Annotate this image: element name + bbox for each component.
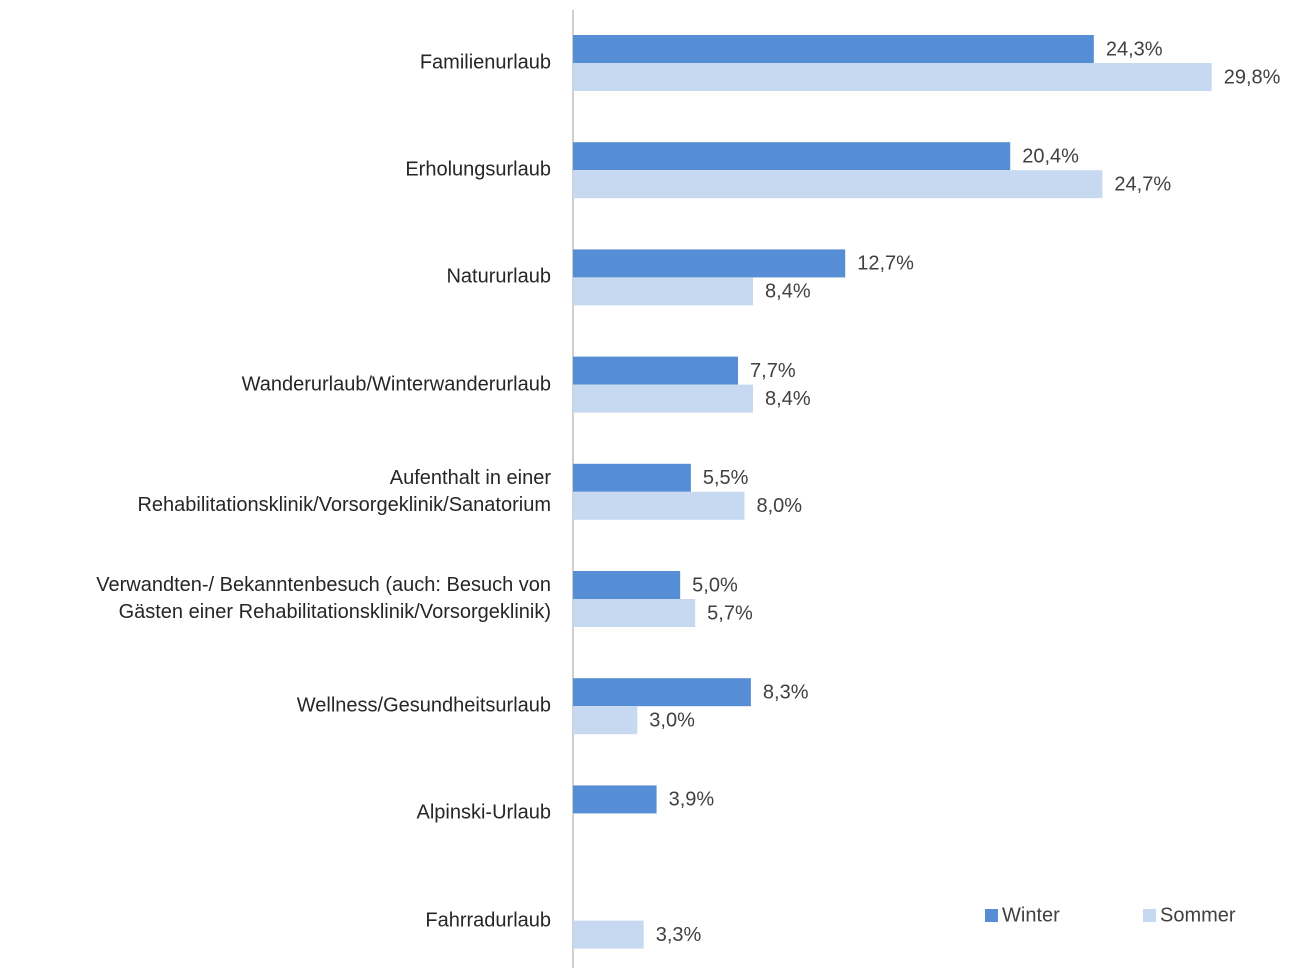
bar xyxy=(573,35,1094,63)
value-label: 7,7% xyxy=(750,360,796,382)
category-label: Verwandten-/ Bekanntenbesuch (auch: Besu… xyxy=(96,574,551,623)
category-label: Alpinski-Urlaub xyxy=(416,801,552,824)
value-label: 3,9% xyxy=(669,789,715,811)
value-label: 8,3% xyxy=(763,681,809,703)
category-label: Erholungsurlaub xyxy=(405,158,551,181)
bar xyxy=(573,384,754,413)
category-label: Aufenthalt in einer Rehabilitationsklini… xyxy=(137,466,551,516)
bar xyxy=(573,491,745,520)
value-label: 5,5% xyxy=(703,467,749,489)
value-label: 24,7% xyxy=(1114,173,1171,195)
bar xyxy=(573,678,751,707)
bar xyxy=(573,463,691,492)
bar xyxy=(573,920,644,949)
value-label: 12,7% xyxy=(857,253,914,275)
value-label: 8,4% xyxy=(765,388,811,410)
value-label: 3,0% xyxy=(649,709,695,731)
value-label: 29,8% xyxy=(1224,66,1281,88)
value-label: 5,0% xyxy=(692,574,738,596)
value-label: 5,7% xyxy=(707,602,753,624)
bar xyxy=(573,277,754,306)
value-label: 24,3% xyxy=(1106,38,1163,60)
bar xyxy=(573,249,846,278)
bar xyxy=(573,706,638,735)
bar xyxy=(573,356,739,385)
bar xyxy=(573,63,1212,91)
category-label: Natururlaub xyxy=(446,265,551,288)
value-label: 8,0% xyxy=(756,495,802,517)
bar xyxy=(573,599,696,627)
legend-label: Sommer xyxy=(1160,904,1236,926)
legend-swatch xyxy=(985,909,998,922)
bar xyxy=(573,571,681,599)
category-label: Wellness/Gesundheitsurlaub xyxy=(296,694,551,717)
bar xyxy=(573,142,1011,171)
category-label: Wanderurlaub/Winterwanderurlaub xyxy=(241,373,551,396)
category-label: Fahrradurlaub xyxy=(425,909,551,932)
value-label: 8,4% xyxy=(765,281,811,303)
legend-swatch xyxy=(1143,909,1156,922)
value-label: 20,4% xyxy=(1022,145,1079,167)
category-label: Familienurlaub xyxy=(419,51,551,74)
bar xyxy=(573,170,1103,199)
legend-label: Winter xyxy=(1002,904,1060,926)
value-label: 3,3% xyxy=(656,924,702,946)
bar xyxy=(573,785,657,814)
